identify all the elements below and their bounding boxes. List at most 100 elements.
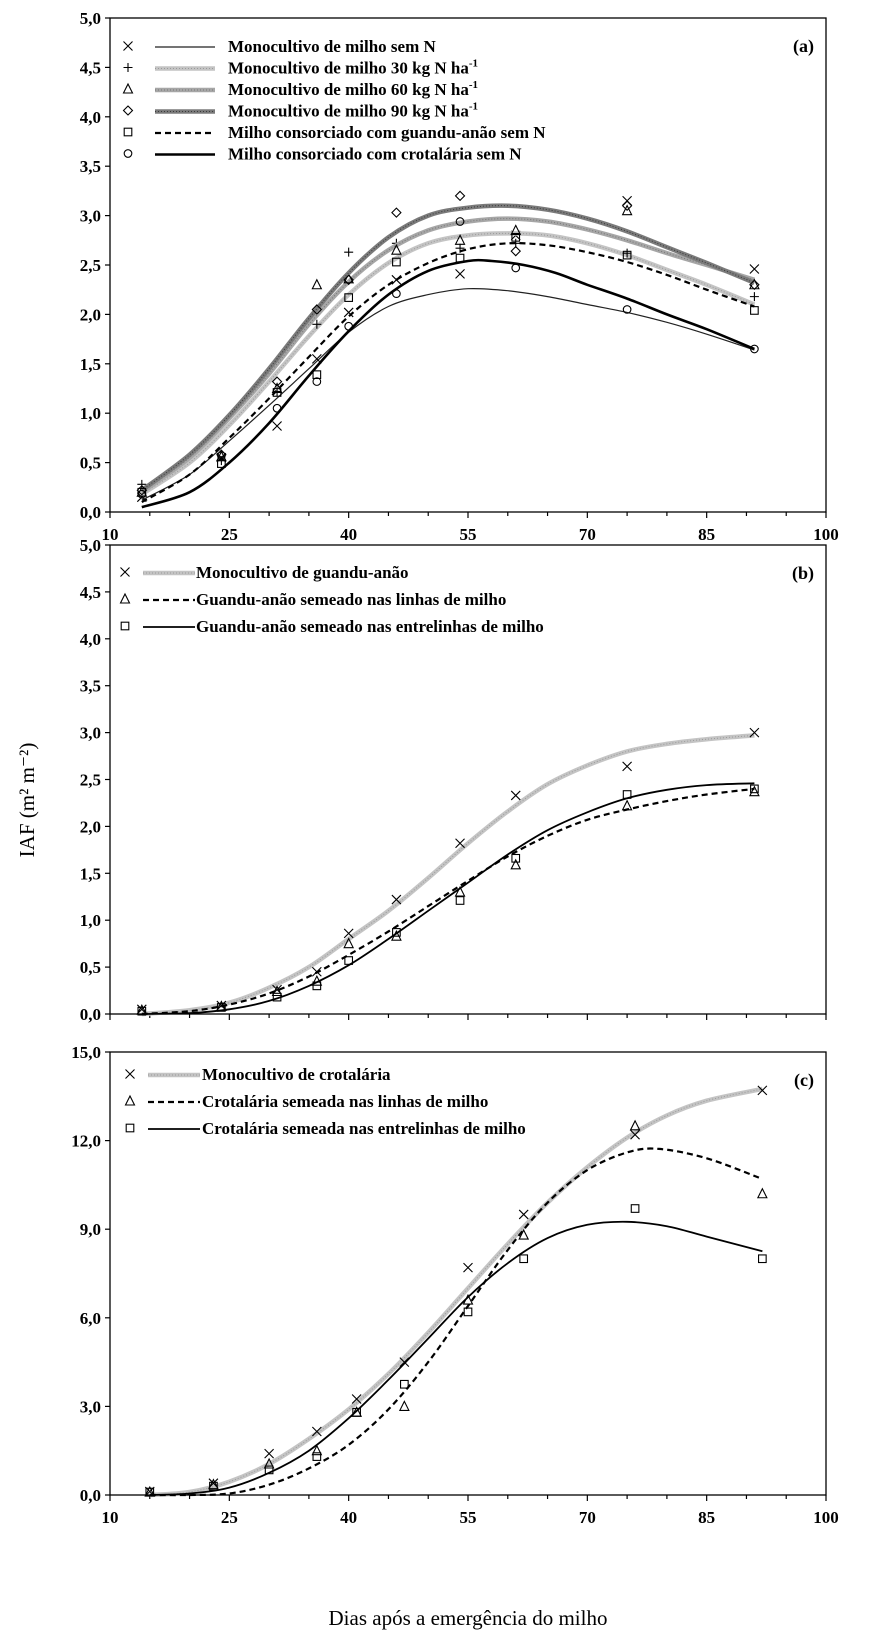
- legend-label: Crotalária semeada nas linhas de milho: [202, 1092, 488, 1111]
- data-point: [272, 421, 282, 431]
- data-point: [208, 1478, 219, 1490]
- x-tick-label: 10: [102, 1508, 119, 1527]
- series-1: [136, 195, 760, 503]
- y-tick-label: 5,0: [80, 9, 101, 28]
- x-axis-title: Dias após a emergência do milho: [329, 1606, 608, 1630]
- y-axis-title: IAF (m² m⁻²): [15, 743, 39, 858]
- data-point: [344, 247, 354, 257]
- y-tick-label: 4,0: [80, 630, 101, 649]
- y-tick-label: 0,0: [80, 1486, 101, 1505]
- data-point: [311, 278, 323, 290]
- y-tick-label: 3,0: [80, 1397, 101, 1416]
- panel-c-chart: 0,0 3,0 6,0 9,0 12,0 15,0 10 25 40 55 70 85 100 (c) Mo…: [71, 1043, 839, 1527]
- y-tick-label: 3,0: [80, 207, 101, 226]
- data-point: [217, 451, 226, 461]
- legend-label: Monocultivo de crotalária: [202, 1065, 391, 1084]
- series-line-texture: [149, 1088, 763, 1496]
- legend-label: Guandu-anão semeado nas linhas de milho: [196, 590, 506, 609]
- series-3: [137, 782, 759, 1016]
- legend-marker: [119, 592, 131, 604]
- x-tick-label: 25: [221, 525, 238, 544]
- series-line: [141, 787, 755, 1016]
- data-point: [271, 382, 283, 394]
- legend-label: Monocultivo de milho sem N: [228, 37, 436, 56]
- data-point: [343, 274, 354, 286]
- data-point: [629, 1119, 641, 1131]
- legend-marker: [120, 567, 130, 577]
- y-tick-label: 4,0: [80, 108, 101, 127]
- data-point: [312, 1452, 322, 1461]
- legend-marker: [122, 105, 134, 116]
- data-point: [263, 1457, 275, 1469]
- data-point: [455, 269, 465, 279]
- series-line: [140, 203, 756, 493]
- legend-entry: Guandu-anão semeado nas linhas de milho: [119, 590, 506, 609]
- data-point: [622, 250, 632, 260]
- data-point: [622, 305, 632, 314]
- legend-entry: Crotalária semeada nas entrelinhas de mi…: [125, 1119, 526, 1138]
- data-point: [344, 956, 354, 965]
- legend-label: Guandu-anão semeado nas entrelinhas de m…: [196, 617, 544, 636]
- x-tick-label: 100: [813, 1508, 839, 1527]
- y-tick-label: 15,0: [71, 1043, 101, 1062]
- data-point: [398, 1400, 410, 1411]
- data-point: [749, 279, 760, 291]
- series-2: [136, 785, 760, 1016]
- x-tick-label: 55: [460, 525, 477, 544]
- legend-marker: [123, 41, 133, 51]
- x-tick-label: 70: [579, 525, 596, 544]
- panel-b-chart: 0,0 0,5 1,0 1,5 2,0 2,5 3,0 3,5 4,0 4,5 5,0 (b) Mono…: [80, 536, 827, 1024]
- data-point: [519, 1254, 529, 1264]
- series-line-texture: [141, 218, 755, 493]
- y-tick-label: 2,0: [80, 305, 101, 324]
- data-point: [518, 1228, 530, 1240]
- legend-label: Crotalária semeada nas entrelinhas de mi…: [202, 1119, 526, 1138]
- data-point: [272, 403, 282, 413]
- y-tick-label: 0,0: [80, 503, 101, 522]
- y-tick-label: 2,5: [80, 771, 101, 790]
- series-3: [136, 204, 760, 497]
- y-tick-label: 1,0: [80, 911, 101, 930]
- y-tick-label: 0,0: [80, 1005, 101, 1024]
- legend-label: Monocultivo de milho 60 kg N ha-1: [228, 79, 478, 99]
- data-point: [750, 784, 759, 794]
- y-tick-label: 9,0: [80, 1220, 101, 1239]
- data-point: [343, 928, 354, 939]
- legend-entry: Monocultivo de milho 60 kg N ha-1: [122, 79, 478, 99]
- data-point: [311, 304, 323, 315]
- x-tick-label: 85: [698, 1508, 715, 1527]
- data-point: [391, 207, 402, 218]
- data-point: [455, 896, 465, 905]
- data-point: [621, 799, 633, 811]
- data-point: [392, 289, 401, 299]
- series-line: [140, 231, 756, 497]
- legend-entry: Crotalária semeada nas linhas de milho: [124, 1092, 488, 1111]
- data-point: [264, 1465, 274, 1475]
- y-tick-label: 1,5: [80, 864, 101, 883]
- y-tick-label: 0,5: [80, 454, 101, 473]
- data-point: [622, 248, 632, 258]
- data-point: [621, 204, 633, 216]
- data-point: [510, 858, 522, 870]
- series-line: [149, 1220, 763, 1496]
- data-point: [272, 388, 282, 397]
- series-1: [144, 1085, 768, 1498]
- series-line-texture: [141, 205, 755, 491]
- legend-label: Monocultivo de guandu-anão: [196, 563, 409, 582]
- series-line-texture: [141, 734, 755, 1015]
- series-line: [141, 733, 755, 1017]
- data-point: [758, 1254, 767, 1264]
- data-point: [511, 263, 521, 273]
- legend-marker: [120, 621, 130, 631]
- y-tick-label: 12,0: [71, 1132, 101, 1151]
- data-point: [343, 937, 355, 949]
- data-point: [312, 319, 322, 329]
- series-line: [149, 1147, 763, 1497]
- y-tick-label: 1,5: [80, 355, 101, 374]
- x-tick-label: 55: [460, 1508, 477, 1527]
- y-tick-label: 4,5: [80, 58, 101, 77]
- panel-label: (a): [793, 36, 814, 57]
- data-point: [463, 1307, 473, 1317]
- data-point: [217, 1003, 226, 1012]
- legend-entry: Milho consorciado com guandu-anão sem N: [123, 123, 546, 142]
